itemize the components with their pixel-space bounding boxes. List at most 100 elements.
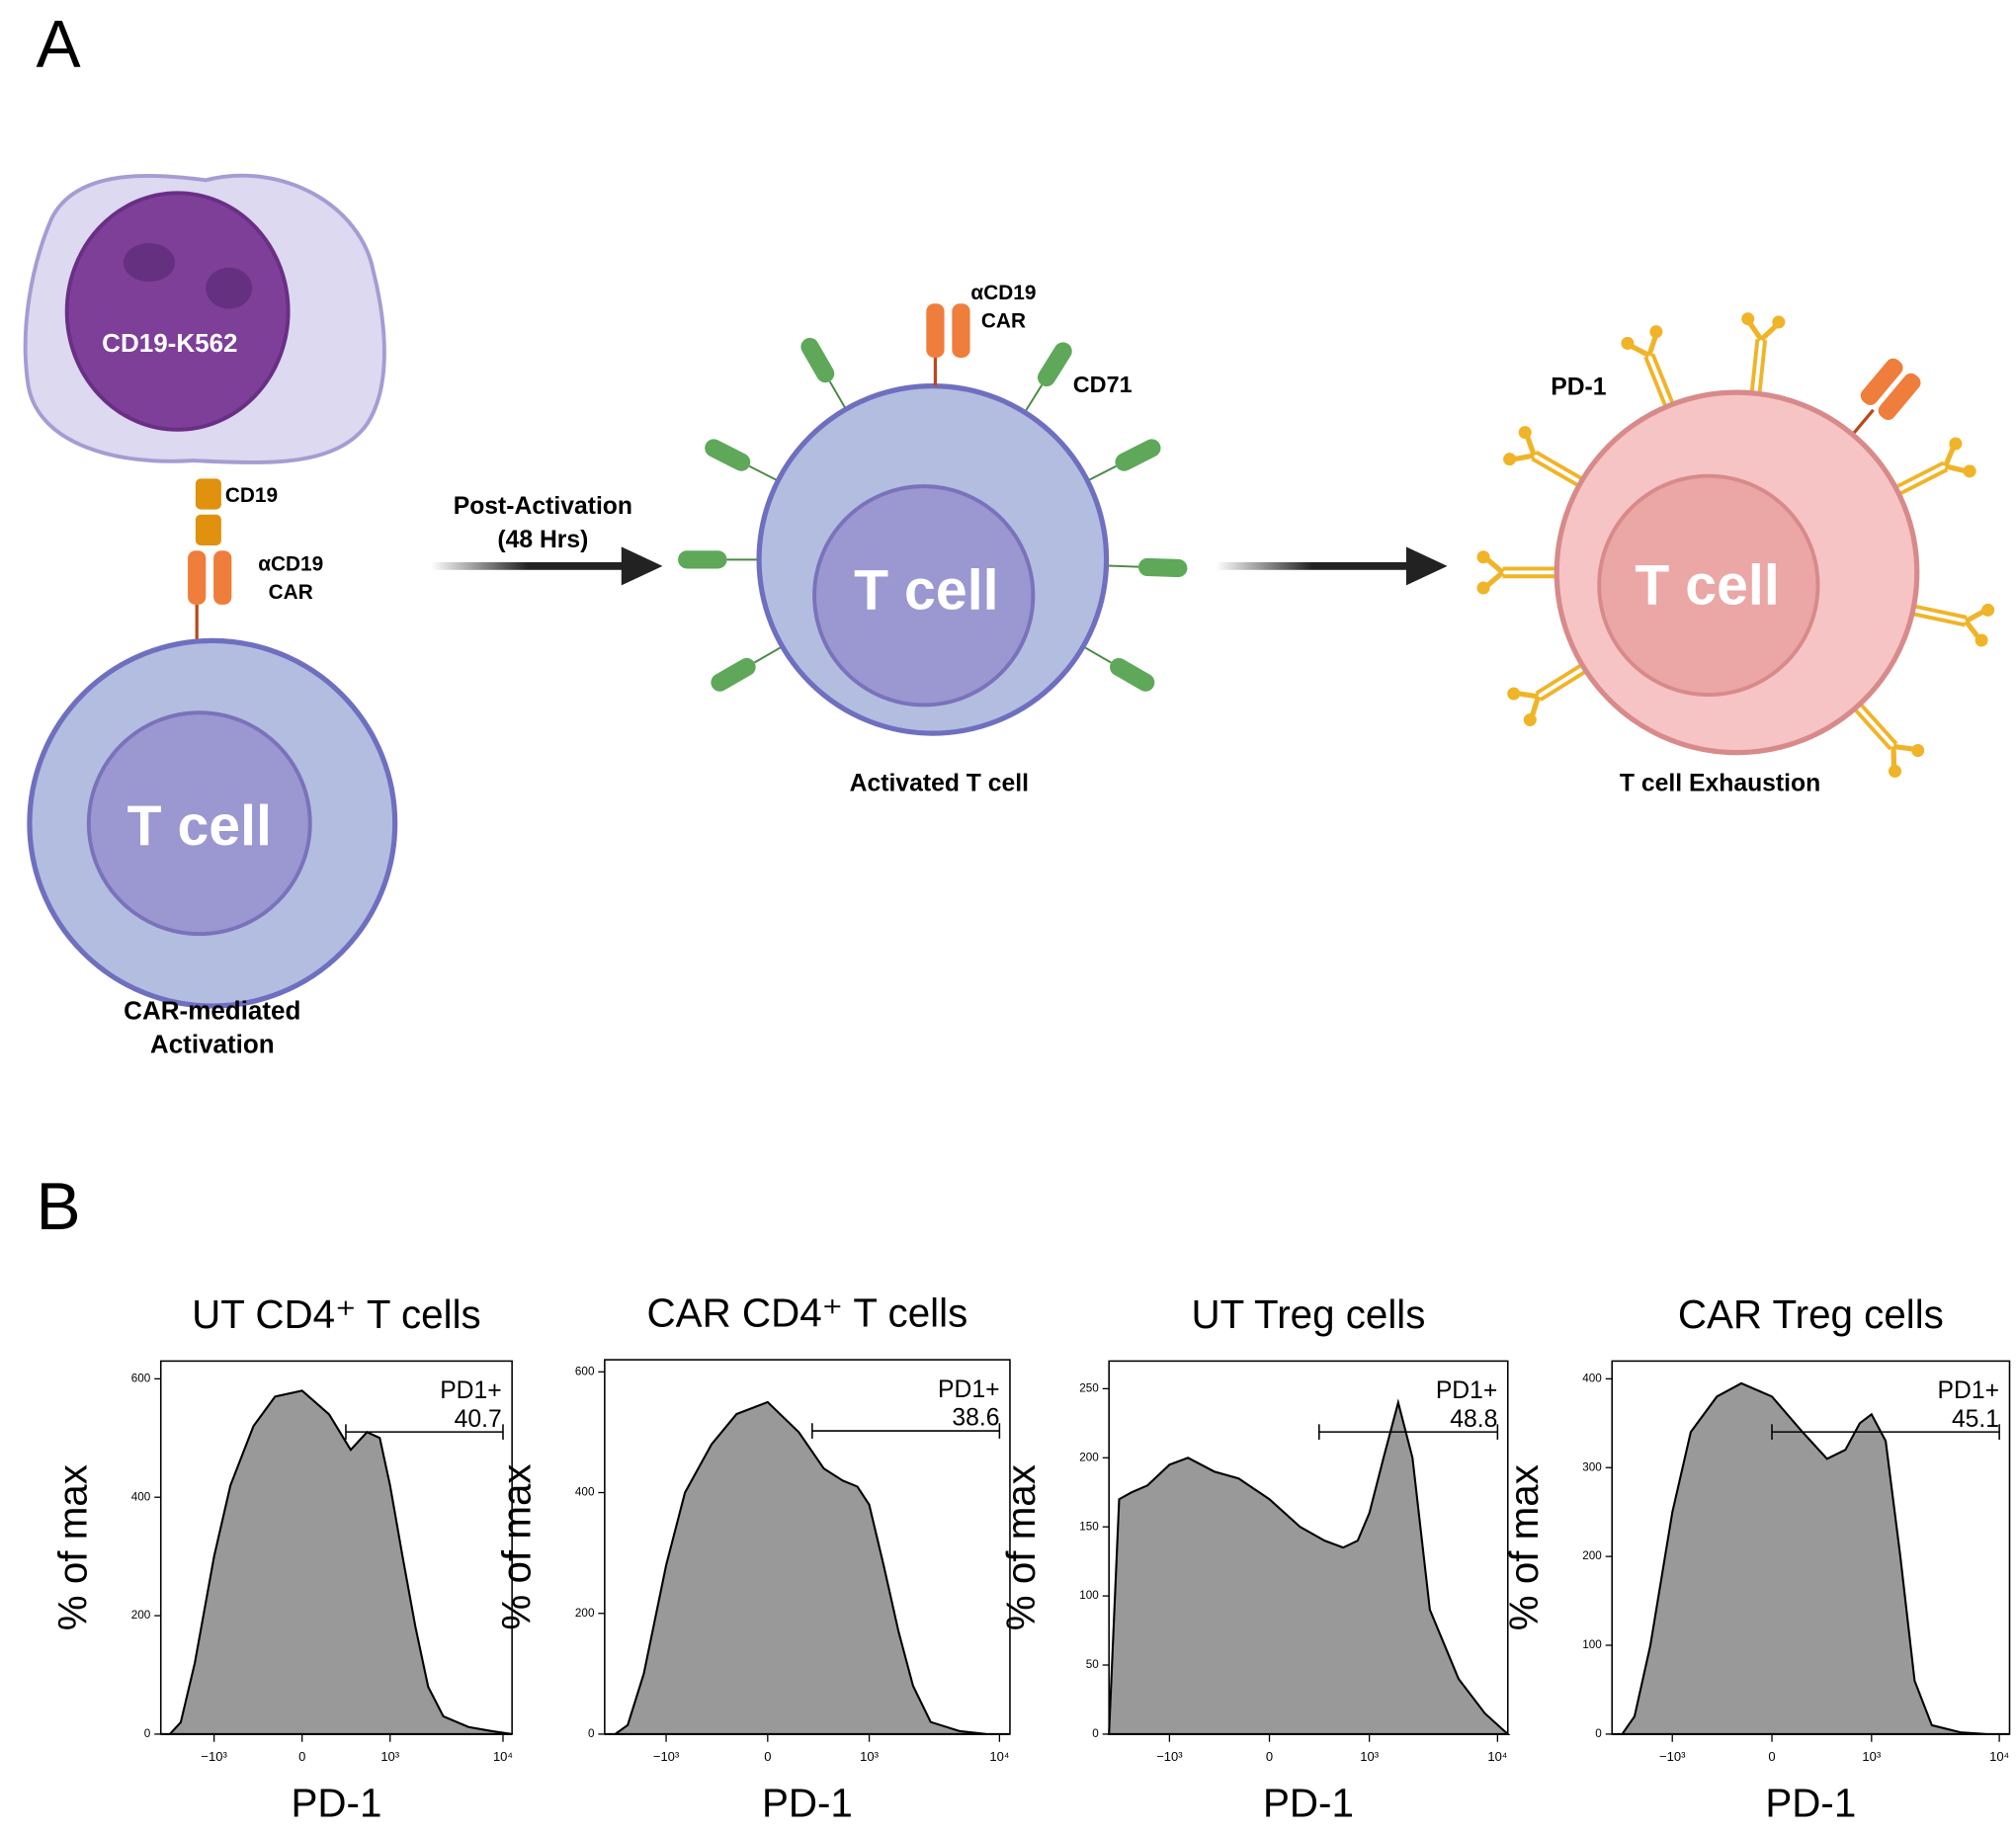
gate-label: PD1+ bbox=[1436, 1377, 1498, 1404]
chart-title: UT CD4⁺ T cells bbox=[192, 1291, 481, 1337]
shape bbox=[1535, 661, 1586, 696]
shape bbox=[1909, 611, 1966, 627]
t-cell-nucleus bbox=[812, 484, 1036, 708]
y-axis-label: % of max bbox=[49, 1464, 95, 1630]
shape bbox=[711, 644, 786, 692]
shape bbox=[1895, 467, 1949, 498]
x-tick-label: 10³ bbox=[1862, 1749, 1881, 1764]
shape bbox=[1503, 453, 1517, 466]
shape bbox=[1503, 426, 1586, 489]
x-tick-label: 0 bbox=[1266, 1749, 1273, 1764]
shape bbox=[1910, 603, 1968, 620]
y-tick-label: 400 bbox=[575, 1486, 595, 1499]
plot-frame bbox=[1108, 1360, 1509, 1735]
step-label: CAR-mediated Activation bbox=[124, 995, 300, 1058]
chart-title: CAR CD4⁺ T cells bbox=[647, 1290, 968, 1335]
x-tick-label: 10³ bbox=[860, 1749, 879, 1764]
gate-value: 40.7 bbox=[455, 1406, 502, 1433]
shape bbox=[1851, 706, 1892, 751]
shape bbox=[1650, 353, 1676, 408]
x-tick-label: −10³ bbox=[1659, 1749, 1686, 1764]
shape bbox=[1741, 312, 1786, 397]
shape bbox=[1539, 668, 1590, 702]
marker-label: CD71 bbox=[1073, 372, 1133, 397]
y-tick-label: 600 bbox=[131, 1372, 151, 1384]
y-tick-label: 400 bbox=[1582, 1372, 1602, 1384]
x-tick-label: 10³ bbox=[1360, 1749, 1379, 1764]
shape bbox=[1949, 437, 1963, 451]
arrow-head bbox=[1405, 546, 1448, 586]
shape bbox=[1981, 603, 1995, 617]
car-domain bbox=[926, 303, 945, 358]
panel-label: B bbox=[36, 1170, 80, 1244]
shape bbox=[1523, 713, 1537, 727]
pd1-receptors bbox=[1476, 312, 1995, 778]
arrow bbox=[1216, 561, 1409, 570]
gate-label: PD1+ bbox=[1938, 1377, 2000, 1404]
arrow-label-line: (48 Hrs) bbox=[497, 526, 588, 552]
cell-label: T cell bbox=[1635, 553, 1779, 617]
shape bbox=[1891, 437, 1976, 498]
shape bbox=[1909, 603, 1995, 647]
shape bbox=[1476, 550, 1559, 595]
shape bbox=[1974, 633, 1988, 647]
x-axis-label: PD-1 bbox=[762, 1780, 853, 1825]
marker-label: PD-1 bbox=[1551, 375, 1607, 401]
cd71-receptors bbox=[678, 337, 1188, 692]
plot-frame bbox=[159, 1360, 513, 1735]
shape bbox=[1772, 315, 1786, 329]
y-tick-label: 300 bbox=[1582, 1460, 1602, 1473]
shape bbox=[1103, 564, 1139, 568]
y-tick-label: 150 bbox=[1079, 1520, 1099, 1533]
shape bbox=[1911, 743, 1925, 758]
shape bbox=[1110, 657, 1155, 692]
y-tick-label: 200 bbox=[575, 1607, 595, 1620]
y-tick-label: 200 bbox=[1079, 1451, 1099, 1463]
shape bbox=[1878, 373, 1921, 421]
t-cell-nucleus bbox=[86, 710, 312, 937]
car-label: αCD19 CAR bbox=[970, 281, 1036, 332]
shape bbox=[711, 657, 756, 692]
histogram bbox=[604, 1400, 1010, 1735]
cd19-domain bbox=[195, 514, 221, 546]
shape bbox=[1757, 339, 1768, 397]
shape bbox=[1507, 661, 1590, 727]
shape bbox=[1535, 450, 1586, 482]
y-tick-label: 0 bbox=[588, 1727, 595, 1740]
shape bbox=[1022, 384, 1044, 416]
step-label: Activated T cell bbox=[850, 771, 1029, 797]
cell-label: T cell bbox=[127, 794, 272, 858]
y-tick-label: 0 bbox=[1595, 1727, 1602, 1740]
y-axis-label: % of max bbox=[998, 1464, 1044, 1630]
shape bbox=[1891, 460, 1945, 491]
shape bbox=[1138, 557, 1188, 578]
shape bbox=[1851, 700, 1925, 778]
shape bbox=[1849, 408, 1875, 438]
step-label-line: CAR-mediated bbox=[124, 995, 300, 1025]
shape bbox=[1103, 557, 1188, 578]
y-tick-label: 600 bbox=[575, 1365, 595, 1377]
plot-frame bbox=[604, 1359, 1011, 1735]
plot-frame bbox=[1611, 1360, 2011, 1735]
shape bbox=[800, 337, 849, 412]
x-axis-label: PD-1 bbox=[1263, 1780, 1354, 1825]
y-tick-label: 100 bbox=[1582, 1638, 1602, 1651]
shape bbox=[1857, 700, 1898, 746]
arrow-label: Post-Activation (48 Hrs) bbox=[454, 492, 632, 552]
shape bbox=[1888, 764, 1902, 778]
gate-label: PD1+ bbox=[938, 1376, 1000, 1403]
arrow bbox=[431, 561, 625, 570]
shape bbox=[1476, 550, 1490, 564]
gate-value: 45.1 bbox=[1952, 1406, 1999, 1433]
shape bbox=[1084, 464, 1117, 483]
histogram bbox=[1612, 1381, 2010, 1735]
gate-label: PD1+ bbox=[440, 1377, 502, 1404]
x-tick-label: 10⁴ bbox=[493, 1749, 513, 1764]
x-tick-label: 10⁴ bbox=[989, 1749, 1009, 1764]
arrow-label-line: Post-Activation bbox=[454, 492, 632, 519]
shape bbox=[705, 439, 782, 483]
nucleolus bbox=[123, 243, 176, 283]
shape bbox=[800, 337, 835, 383]
chart-title: CAR Treg cells bbox=[1678, 1291, 1944, 1337]
arrow-head bbox=[621, 546, 663, 586]
